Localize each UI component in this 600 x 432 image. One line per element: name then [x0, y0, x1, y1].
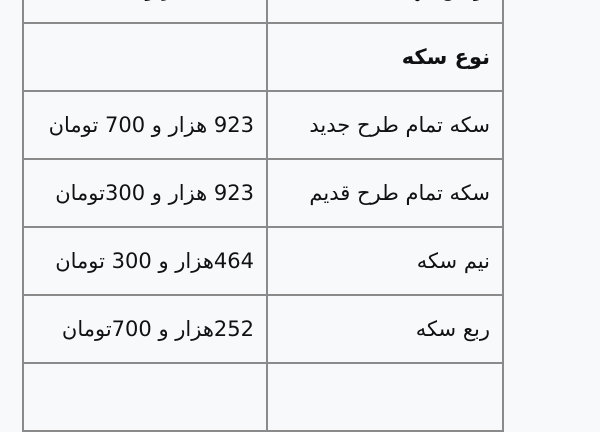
section-header-row: نوع سکه [22, 22, 504, 92]
table-row: اونس جهانی 1263 دلار و 40 سنت [22, 0, 504, 24]
item-name: سکه تمام طرح جدید [266, 90, 504, 160]
table-row: سکه تمام طرح جدید 923 هزار و 700 تومان [22, 90, 504, 160]
empty-cell [22, 362, 268, 432]
item-name: سکه تمام طرح قدیم [266, 158, 504, 228]
empty-cell [266, 362, 504, 432]
item-price: 464هزار و 300 تومان [22, 226, 268, 296]
table-row: سکه تمام طرح قدیم 923 هزار و 300تومان [22, 158, 504, 228]
table-row: نیم سکه 464هزار و 300 تومان [22, 226, 504, 296]
coin-price-table: اونس جهانی 1263 دلار و 40 سنت نوع سکه سک… [22, 0, 504, 432]
item-price: 923 هزار و 300تومان [22, 158, 268, 228]
item-price: 252هزار و 700تومان [22, 294, 268, 364]
empty-cell [22, 22, 268, 92]
table-row [22, 362, 504, 432]
section-header: نوع سکه [266, 22, 504, 92]
item-price: 1263 دلار و 40 سنت [22, 0, 268, 24]
item-name: نیم سکه [266, 226, 504, 296]
table-row: ربع سکه 252هزار و 700تومان [22, 294, 504, 364]
item-price: 923 هزار و 700 تومان [22, 90, 268, 160]
item-name: اونس جهانی [266, 0, 504, 24]
item-name: ربع سکه [266, 294, 504, 364]
